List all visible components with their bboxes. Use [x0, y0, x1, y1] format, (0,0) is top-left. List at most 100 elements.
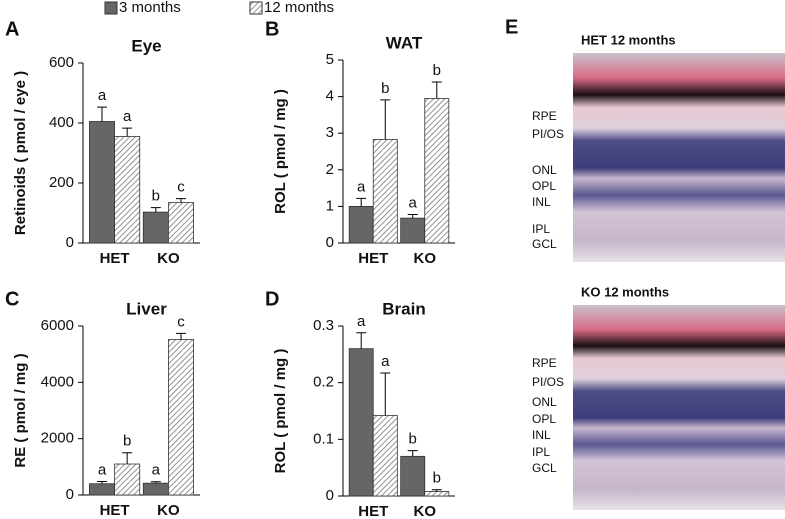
layer-label: ONL [532, 395, 557, 409]
chart-title: Brain [382, 299, 425, 318]
x-tick-label: HET [100, 250, 130, 267]
bar [400, 217, 426, 244]
significance-letter: b [433, 470, 441, 487]
layer-label: GCL [532, 237, 557, 251]
legend-swatch [249, 1, 263, 15]
y-tick-label: 2000 [41, 430, 74, 447]
error-bar [175, 332, 186, 340]
error-bar [150, 481, 161, 484]
chart-title: Liver [126, 299, 167, 318]
significance-letter: a [381, 353, 390, 370]
bar [372, 139, 398, 244]
significance-letter: b [409, 431, 417, 448]
y-axis-label: ROL ( pmol / mg ) [272, 349, 289, 474]
y-tick-label: 2 [326, 161, 334, 178]
panel-label: D [265, 288, 279, 310]
y-tick-label: 1 [326, 197, 334, 214]
panel-label: B [265, 18, 279, 40]
significance-letter: b [433, 62, 441, 79]
bar [142, 211, 169, 244]
error-bar [431, 489, 442, 492]
layer-label: IPL [532, 445, 550, 459]
y-tick-label: 4000 [41, 373, 74, 390]
y-axis-label: RE ( pmol / mg ) [12, 353, 29, 467]
error-bar [380, 372, 391, 416]
bar [89, 121, 115, 244]
significance-letter: a [98, 87, 107, 104]
y-tick-label: 400 [49, 114, 74, 131]
significance-letter: c [177, 313, 185, 330]
layer-label: RPE [532, 356, 557, 370]
y-tick-label: 6000 [41, 317, 74, 334]
layer-label: OPL [532, 412, 556, 426]
layer-label: IPL [532, 222, 550, 236]
panel-e: E HET 12 monthsRPEPI/OSONLOPLINLIPLGCLKO… [505, 16, 785, 510]
bar [114, 136, 141, 244]
x-tick-label: KO [414, 503, 437, 519]
layer-label: RPE [532, 109, 557, 123]
panel-label: E [505, 16, 518, 38]
y-tick-label: 600 [49, 54, 74, 71]
y-axis-label: Retinoids ( pmol / eye ) [12, 71, 29, 235]
bar [89, 483, 115, 496]
layer-label: ONL [532, 163, 557, 177]
legend-label: 3 months [119, 0, 181, 16]
layer-label: OPL [532, 179, 556, 193]
y-tick-label: 200 [49, 174, 74, 191]
bar [372, 415, 398, 497]
significance-letter: a [409, 194, 418, 211]
significance-letter: a [98, 461, 107, 478]
x-tick-label: HET [358, 503, 388, 519]
legend-label: 12 months [264, 0, 334, 16]
bar [348, 205, 374, 244]
error-bar [431, 81, 442, 99]
panel-label: C [5, 288, 19, 310]
significance-letter: a [123, 108, 132, 125]
error-bar [407, 213, 418, 219]
error-bar [122, 127, 133, 137]
significance-letter: b [381, 80, 389, 97]
bar [168, 202, 194, 244]
bar [424, 98, 450, 244]
chart-title: WAT [386, 33, 423, 52]
layer-label: PI/OS [532, 375, 564, 389]
significance-letter: c [177, 179, 185, 196]
error-bar [175, 198, 186, 203]
y-tick-label: 0 [326, 234, 334, 251]
chart-title: Eye [131, 36, 161, 55]
error-bar [380, 99, 391, 140]
histology-image [573, 305, 785, 510]
bar [168, 339, 194, 496]
y-tick-label: 5 [326, 51, 334, 68]
layer-label: INL [532, 195, 551, 209]
significance-letter: b [123, 433, 131, 450]
x-tick-label: KO [157, 250, 180, 267]
layer-label: GCL [532, 461, 557, 475]
error-bar [407, 450, 418, 457]
y-tick-label: 4 [326, 88, 334, 105]
error-bar [356, 197, 367, 207]
y-tick-label: 0.1 [313, 430, 334, 447]
error-bar [122, 452, 133, 465]
significance-letter: a [152, 462, 161, 479]
x-tick-label: KO [157, 502, 180, 519]
x-tick-label: HET [358, 250, 388, 267]
error-bar [356, 332, 367, 349]
y-tick-label: 3 [326, 124, 334, 141]
y-tick-label: 0 [66, 486, 74, 503]
significance-letter: a [357, 313, 366, 330]
image-title: KO 12 months [581, 284, 669, 299]
error-bar [97, 480, 108, 484]
layer-label: INL [532, 428, 551, 442]
y-tick-label: 0 [66, 234, 74, 251]
y-tick-label: 0.3 [313, 317, 334, 334]
bar [424, 491, 450, 497]
legend-swatch [104, 1, 118, 15]
layer-label: PI/OS [532, 127, 564, 141]
y-tick-label: 0 [326, 487, 334, 504]
histology-image [573, 53, 785, 262]
y-tick-label: 0.2 [313, 374, 334, 391]
x-tick-label: KO [414, 250, 437, 267]
panel-label: A [5, 18, 19, 40]
